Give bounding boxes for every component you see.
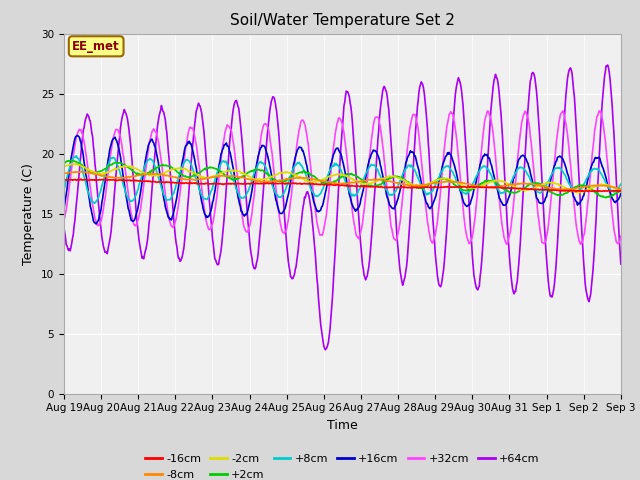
-16cm: [444, 184, 451, 190]
-8cm: [60, 170, 68, 176]
+64cm: [60, 226, 68, 231]
+64cm: [566, 65, 574, 71]
-16cm: [617, 188, 625, 194]
+8cm: [184, 157, 191, 163]
+2cm: [183, 174, 191, 180]
-16cm: [77, 176, 85, 182]
-8cm: [78, 169, 86, 175]
X-axis label: Time: Time: [327, 419, 358, 432]
-8cm: [183, 177, 191, 182]
+32cm: [617, 233, 625, 239]
+64cm: [389, 163, 397, 169]
+32cm: [334, 119, 342, 125]
+8cm: [72, 153, 80, 159]
+8cm: [208, 187, 216, 193]
-2cm: [444, 176, 451, 181]
+8cm: [91, 200, 99, 206]
-8cm: [568, 186, 575, 192]
+2cm: [617, 188, 625, 194]
+32cm: [566, 162, 574, 168]
Line: +64cm: +64cm: [64, 65, 621, 350]
-8cm: [444, 179, 451, 184]
-2cm: [389, 173, 397, 179]
+32cm: [388, 227, 396, 232]
+16cm: [92, 221, 100, 227]
+16cm: [208, 204, 216, 210]
-8cm: [335, 180, 342, 186]
+16cm: [568, 185, 575, 191]
+2cm: [68, 157, 76, 163]
-8cm: [389, 180, 397, 185]
-2cm: [575, 190, 582, 195]
+8cm: [390, 191, 397, 197]
+64cm: [604, 62, 611, 68]
+64cm: [617, 261, 625, 267]
-8cm: [617, 186, 625, 192]
+16cm: [184, 139, 191, 145]
+64cm: [182, 224, 190, 229]
+2cm: [335, 176, 342, 181]
Line: +32cm: +32cm: [64, 111, 621, 244]
+64cm: [321, 347, 329, 353]
-8cm: [560, 187, 568, 192]
-16cm: [335, 182, 342, 188]
-16cm: [389, 184, 397, 190]
Line: +2cm: +2cm: [64, 160, 621, 198]
+8cm: [568, 184, 575, 190]
+8cm: [335, 164, 343, 170]
+16cm: [60, 206, 68, 212]
-2cm: [183, 167, 191, 173]
Title: Soil/Water Temperature Set 2: Soil/Water Temperature Set 2: [230, 13, 455, 28]
+64cm: [444, 213, 451, 218]
-16cm: [566, 188, 574, 193]
+32cm: [60, 217, 68, 223]
+32cm: [182, 142, 190, 148]
+2cm: [566, 187, 574, 192]
+64cm: [335, 185, 342, 191]
-2cm: [617, 188, 625, 194]
-16cm: [183, 180, 191, 186]
+8cm: [617, 181, 625, 187]
-8cm: [207, 175, 215, 180]
+8cm: [60, 187, 68, 192]
+2cm: [602, 195, 610, 201]
+16cm: [390, 206, 397, 212]
-16cm: [572, 189, 580, 194]
Line: -8cm: -8cm: [64, 172, 621, 190]
-16cm: [60, 177, 68, 183]
-2cm: [60, 164, 68, 169]
Text: EE_met: EE_met: [72, 40, 120, 53]
+32cm: [443, 124, 451, 130]
-2cm: [566, 187, 574, 193]
+2cm: [207, 165, 215, 171]
+16cm: [335, 148, 343, 154]
+2cm: [444, 177, 451, 183]
Line: -2cm: -2cm: [64, 164, 621, 192]
-16cm: [207, 181, 215, 187]
+16cm: [617, 191, 625, 196]
+2cm: [60, 160, 68, 166]
Y-axis label: Temperature (C): Temperature (C): [22, 163, 35, 264]
+64cm: [206, 206, 214, 212]
+32cm: [206, 226, 214, 232]
+32cm: [559, 108, 566, 114]
-2cm: [335, 172, 342, 178]
+8cm: [445, 163, 452, 169]
-2cm: [207, 174, 215, 180]
+16cm: [445, 151, 452, 157]
+16cm: [74, 132, 81, 138]
Line: +8cm: +8cm: [64, 156, 621, 203]
Line: -16cm: -16cm: [64, 179, 621, 192]
-2cm: [71, 161, 79, 167]
Line: +16cm: +16cm: [64, 135, 621, 224]
Legend: -16cm, -8cm, -2cm, +2cm, +8cm, +16cm, +32cm, +64cm: -16cm, -8cm, -2cm, +2cm, +8cm, +16cm, +3…: [141, 450, 544, 480]
+2cm: [389, 174, 397, 180]
+32cm: [577, 241, 584, 247]
